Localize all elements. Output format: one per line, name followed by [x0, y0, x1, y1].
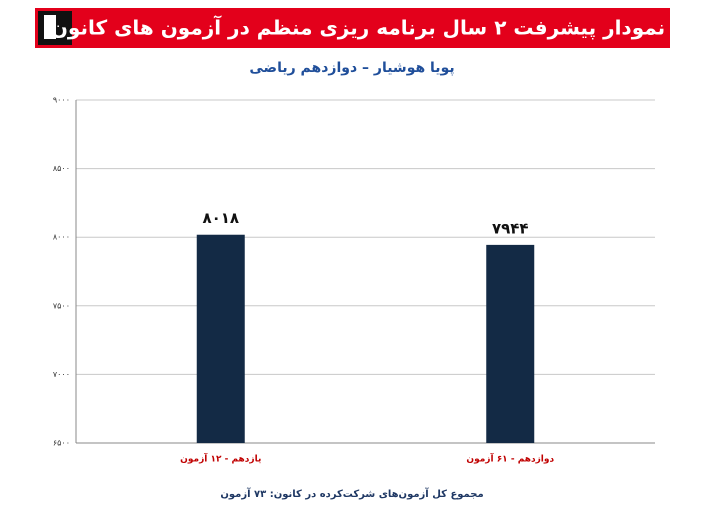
y-tick-label: ۶۵۰۰	[53, 439, 70, 448]
x-tick-label: یازدهم - ۱۲ آزمون	[180, 453, 261, 465]
y-tick-label: ۷۵۰۰	[53, 301, 70, 310]
logo-mark	[44, 15, 56, 39]
chart-subtitle: پویا هوشیار – دوازدهم ریاضی	[249, 60, 454, 76]
y-tick-label: ۸۵۰۰	[53, 164, 70, 173]
value-label: ۸۰۱۸	[202, 209, 239, 227]
title-banner	[35, 8, 670, 48]
footnote: مجموع کل آزمون‌های شرکت‌کرده در کانون: ۷…	[220, 487, 483, 500]
x-tick-label: دوازدهم - ۶۱ آزمون	[466, 453, 554, 465]
chart-title: نمودار پیشرفت ۲ سال برنامه ریزی منظم در …	[51, 15, 665, 41]
bar	[486, 244, 535, 443]
bar	[196, 234, 245, 443]
y-tick-label: ۸۰۰۰	[53, 233, 70, 242]
y-tick-label: ۹۰۰۰	[53, 96, 70, 105]
y-tick-label: ۷۰۰۰	[53, 370, 70, 379]
value-label: ۷۹۴۴	[492, 219, 529, 237]
